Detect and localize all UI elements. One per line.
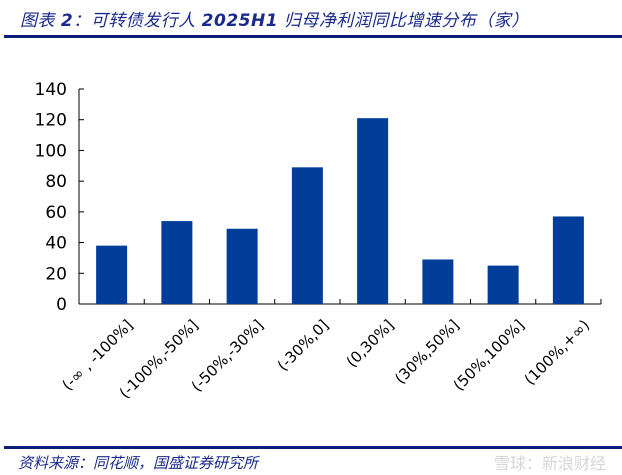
bar: [422, 259, 454, 304]
title-colon: ：: [73, 11, 91, 31]
title-divider: [4, 35, 622, 38]
bar: [161, 221, 193, 304]
x-category-label: (30%,50%]: [391, 316, 463, 388]
title-text: 可转债发行人: [90, 11, 202, 31]
bar: [291, 167, 323, 304]
footer-divider: [4, 446, 622, 449]
x-category-label: (0,30%]: [343, 316, 398, 371]
y-tick-label: 100: [35, 141, 67, 161]
source-note: 资料来源：同花顺，国盛证券研究所: [18, 454, 259, 472]
bar: [357, 118, 389, 304]
y-tick-label: 120: [35, 111, 67, 131]
x-category-label: (-30%,0]: [274, 316, 333, 375]
y-tick-label: 20: [45, 264, 67, 284]
x-category-label: (100%,+∞): [521, 316, 593, 388]
watermark: 雪球：新浪财经: [493, 454, 606, 473]
bar: [487, 265, 519, 304]
title-prefix: 图表: [20, 11, 61, 31]
y-tick-label: 140: [35, 80, 67, 100]
y-tick-label: 80: [45, 172, 67, 192]
y-tick-label: 0: [56, 295, 67, 315]
title-suffix: 归母净利润同比增速分布（家）: [278, 11, 529, 31]
bar: [96, 245, 128, 304]
title-period: 2025H1: [201, 11, 279, 31]
bar: [552, 216, 584, 304]
chart-title: 图表 2：可转债发行人 2025H1 归母净利润同比增速分布（家）: [20, 6, 529, 31]
y-tick-label: 40: [45, 234, 67, 254]
bar: [226, 228, 258, 304]
y-tick-label: 60: [45, 203, 67, 223]
title-number: 2: [60, 11, 74, 31]
